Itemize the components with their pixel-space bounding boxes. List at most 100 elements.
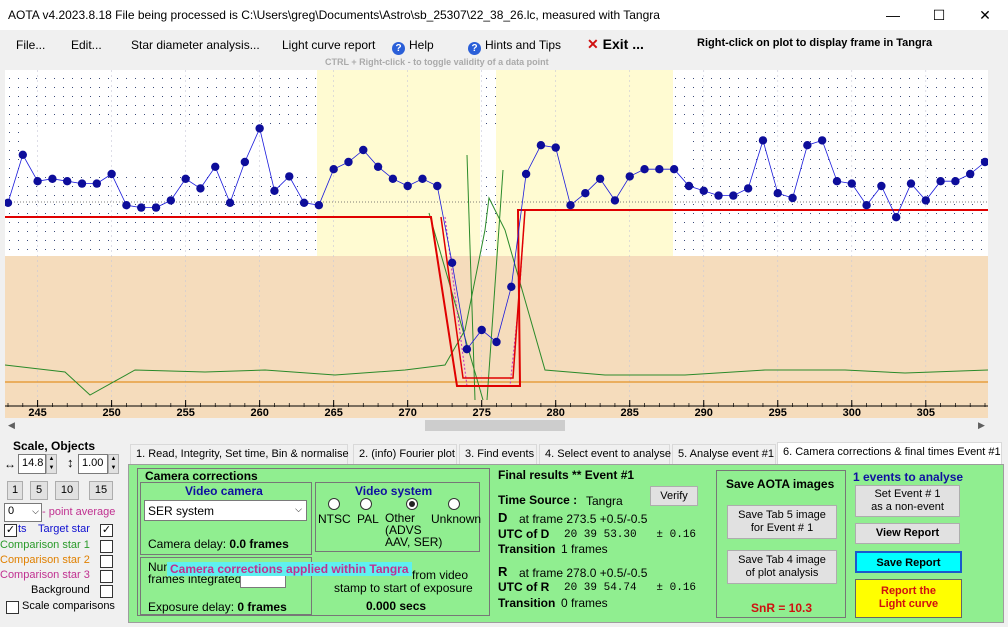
data-point[interactable] <box>122 201 131 210</box>
camera-select[interactable]: SER system ⌵ <box>144 500 307 521</box>
data-point[interactable] <box>462 345 472 354</box>
data-point[interactable] <box>5 198 13 207</box>
data-point[interactable] <box>107 169 116 179</box>
data-point[interactable] <box>344 157 353 167</box>
minimize-button[interactable]: — <box>886 7 900 23</box>
data-point[interactable] <box>388 174 398 183</box>
data-point[interactable] <box>595 174 605 183</box>
data-point[interactable] <box>403 181 412 191</box>
data-point[interactable] <box>921 196 930 205</box>
data-point[interactable] <box>669 165 679 174</box>
tab-camera-corrections[interactable]: 6. Camera corrections & final times Even… <box>777 442 1002 465</box>
data-point[interactable] <box>551 143 560 152</box>
data-point[interactable] <box>832 177 842 186</box>
menu-exit[interactable]: ✕ Exit ... <box>587 36 644 53</box>
data-point[interactable] <box>477 325 486 335</box>
data-point[interactable] <box>803 141 812 150</box>
data-point[interactable] <box>329 165 338 174</box>
data-point[interactable] <box>536 141 546 150</box>
tab-analyse-event[interactable]: 5. Analyse event #1 <box>672 444 776 464</box>
data-point[interactable] <box>758 136 768 145</box>
data-point[interactable] <box>359 145 368 155</box>
light-curve-plot[interactable]: 245 250 255 260 265 270 275 280 285 290 295 300 305 <box>5 70 988 418</box>
comp1-checkbox[interactable] <box>100 540 113 553</box>
data-point[interactable] <box>743 184 753 193</box>
data-point[interactable] <box>566 201 575 210</box>
tab-select-event[interactable]: 4. Select event to analyse <box>539 444 671 464</box>
data-point[interactable] <box>18 150 28 159</box>
report-light-curve-button[interactable]: Report the Light curve <box>855 579 962 618</box>
objects-input[interactable]: 1.00 <box>78 454 108 474</box>
data-point[interactable] <box>33 177 42 186</box>
data-point[interactable] <box>137 203 146 212</box>
data-point[interactable] <box>699 186 708 195</box>
menu-star-diameter[interactable]: Star diameter analysis... <box>131 38 260 52</box>
menu-help[interactable]: ? Help <box>392 38 434 55</box>
step-button-5[interactable]: 5 <box>30 481 48 500</box>
data-point[interactable] <box>285 172 294 181</box>
data-point[interactable] <box>655 165 664 174</box>
data-point[interactable] <box>151 203 161 212</box>
data-point[interactable] <box>92 179 102 188</box>
maximize-button[interactable]: ☐ <box>932 6 946 23</box>
data-point[interactable] <box>211 162 220 171</box>
data-point[interactable] <box>166 196 176 205</box>
radio-ntsc[interactable] <box>328 498 340 510</box>
data-point[interactable] <box>433 181 442 191</box>
scale-comparisons-checkbox[interactable] <box>6 601 19 614</box>
view-report-button[interactable]: View Report <box>855 523 960 544</box>
comp3-checkbox[interactable] <box>100 570 113 583</box>
data-point[interactable] <box>447 258 457 267</box>
data-point[interactable] <box>610 196 620 205</box>
data-point[interactable] <box>936 177 945 186</box>
data-point[interactable] <box>373 162 383 171</box>
step-button-15[interactable]: 15 <box>89 481 113 500</box>
step-button-1[interactable]: 1 <box>7 481 23 500</box>
data-point[interactable] <box>270 186 279 195</box>
close-button[interactable]: ✕ <box>979 6 991 23</box>
data-point[interactable] <box>225 198 235 207</box>
data-point[interactable] <box>906 179 916 188</box>
scroll-left-icon[interactable]: ◀ <box>8 420 15 430</box>
menu-light-curve-report[interactable]: Light curve report <box>282 38 376 52</box>
radio-other[interactable] <box>406 498 418 510</box>
data-point[interactable] <box>418 174 427 183</box>
data-point[interactable] <box>980 157 988 167</box>
save-tab5-button[interactable]: Save Tab 5 image for Event # 1 <box>727 505 837 539</box>
set-non-event-button[interactable]: Set Event # 1 as a non-event <box>855 485 960 517</box>
scale-spinner[interactable]: ▲ ▼ <box>46 454 57 474</box>
menu-hints[interactable]: ? Hints and Tips <box>468 38 561 55</box>
target-star-checkbox[interactable]: ✓ <box>100 524 113 537</box>
data-point[interactable] <box>862 201 871 210</box>
tab-fourier[interactable]: 2. (info) Fourier plot <box>353 444 457 464</box>
data-point[interactable] <box>240 157 250 167</box>
data-point[interactable] <box>965 169 975 179</box>
data-point[interactable] <box>314 201 324 210</box>
background-checkbox[interactable] <box>100 585 113 598</box>
step-button-10[interactable]: 10 <box>55 481 79 500</box>
data-point[interactable] <box>48 174 57 183</box>
data-point[interactable] <box>817 136 827 145</box>
menu-file[interactable]: File... <box>16 38 46 52</box>
tab-find-events[interactable]: 3. Find events <box>459 444 537 464</box>
data-point[interactable] <box>77 179 87 188</box>
data-point[interactable] <box>581 189 590 198</box>
data-point[interactable] <box>255 124 264 133</box>
data-point[interactable] <box>714 191 723 200</box>
data-point[interactable] <box>181 174 190 183</box>
data-point[interactable] <box>877 181 886 191</box>
data-point[interactable] <box>196 184 205 193</box>
data-point[interactable] <box>847 179 856 188</box>
radio-unknown[interactable] <box>448 498 460 510</box>
scale-input[interactable]: 14.8 <box>18 454 46 474</box>
data-point[interactable] <box>625 172 634 181</box>
comp2-checkbox[interactable] <box>100 555 113 568</box>
scroll-thumb[interactable] <box>425 420 565 431</box>
data-point[interactable] <box>521 169 531 179</box>
save-report-button[interactable]: Save Report <box>855 551 962 573</box>
scroll-right-icon[interactable]: ▶ <box>978 420 985 430</box>
data-point[interactable] <box>492 337 501 347</box>
data-point[interactable] <box>729 191 738 200</box>
data-point[interactable] <box>299 198 309 207</box>
data-point[interactable] <box>507 282 516 291</box>
